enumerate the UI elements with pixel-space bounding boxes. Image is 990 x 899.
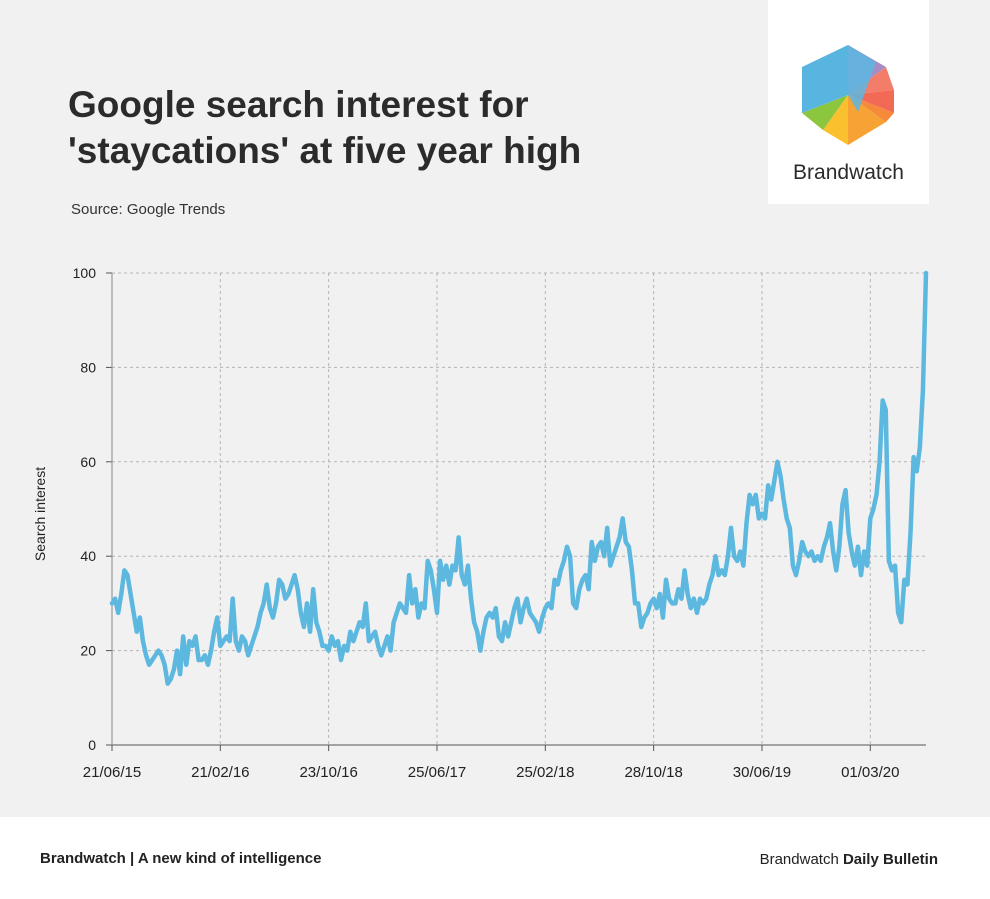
y-tick-label: 40: [80, 548, 96, 564]
y-tick-label: 20: [80, 643, 96, 659]
chart-axes: [106, 272, 926, 751]
logo-wordmark: Brandwatch: [793, 161, 904, 184]
y-tick-label: 80: [80, 359, 96, 375]
x-tick-label: 01/03/20: [841, 764, 899, 781]
footer-tagline: Brandwatch | A new kind of intelligence: [40, 850, 322, 867]
x-tick-label: 23/10/16: [299, 764, 357, 781]
x-tick-labels: 21/06/15 21/02/16 23/10/16 25/06/17 25/02/18…: [83, 764, 900, 781]
y-tick-label: 100: [73, 265, 97, 281]
y-tick-label: 0: [88, 737, 96, 753]
series-line-staycations: [109, 270, 929, 686]
footer-bulletin: Brandwatch Daily Bulletin: [760, 851, 938, 868]
title-line-2: 'staycations' at five year high: [68, 130, 582, 171]
line-chart: 0 20 40 60 80 100 21/06/15 21/02/16 23/10/16 25/…: [32, 265, 929, 781]
brandwatch-logo[interactable]: Brandwatch: [768, 0, 929, 204]
x-tick-label: 30/06/19: [733, 764, 791, 781]
y-axis-label: Search interest: [32, 467, 48, 561]
source-note: Source: Google Trends: [71, 201, 226, 218]
y-tick-label: 60: [80, 454, 96, 470]
x-tick-label: 25/06/17: [408, 764, 466, 781]
hexagon-logo-icon: [802, 45, 894, 145]
x-tick-label: 28/10/18: [624, 764, 682, 781]
chart-title: Google search interest for 'staycations'…: [68, 82, 708, 174]
x-tick-label: 25/02/18: [516, 764, 574, 781]
chart-grid: [111, 272, 926, 745]
x-tick-label: 21/06/15: [83, 764, 141, 781]
footer-bulletin-brand: Brandwatch: [759, 851, 839, 868]
title-line-1: Google search interest for: [68, 84, 529, 125]
y-tick-labels: 0 20 40 60 80 100: [73, 265, 97, 753]
x-tick-label: 21/02/16: [191, 764, 249, 781]
footer-bulletin-name: Daily Bulletin: [842, 851, 938, 868]
